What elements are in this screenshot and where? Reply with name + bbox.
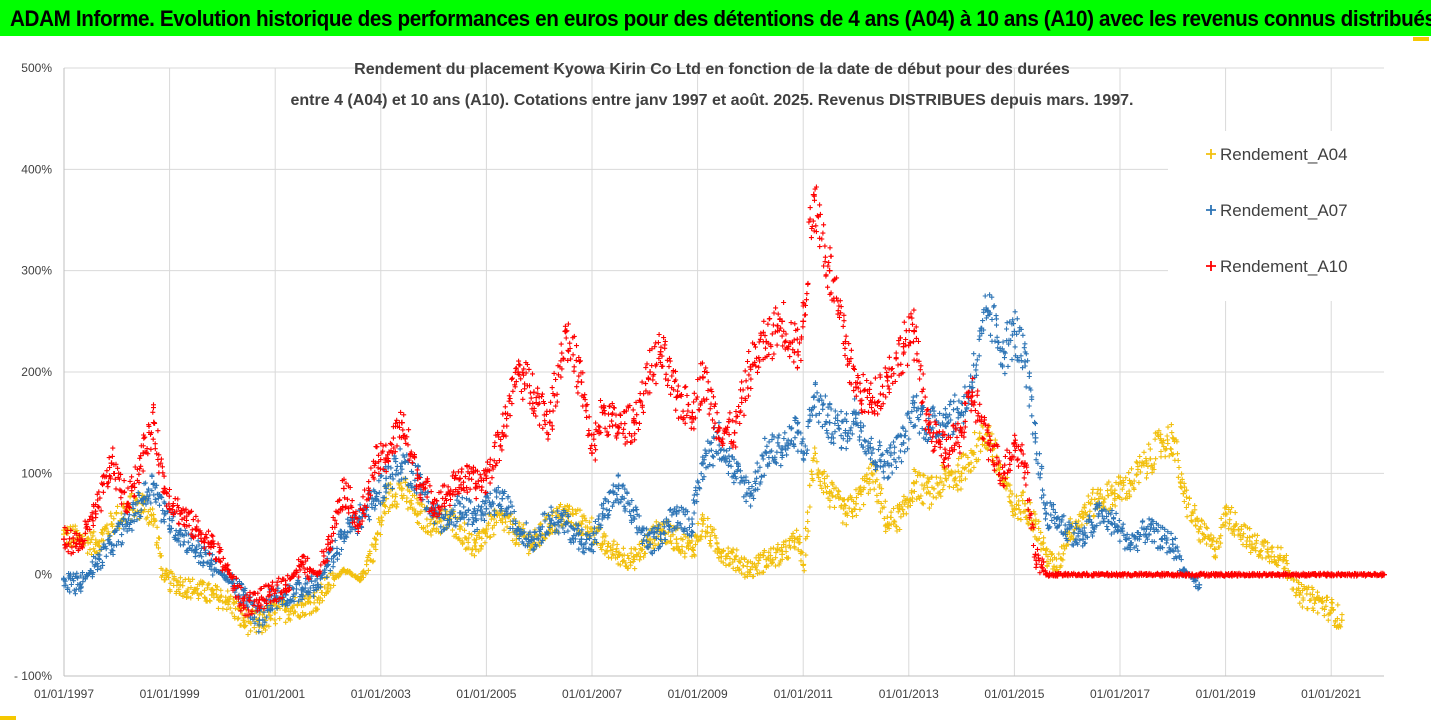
- chart-title-line-1: Rendement du placement Kyowa Kirin Co Lt…: [354, 61, 1070, 78]
- series-Rendement_A04: [61, 422, 1345, 637]
- data-point: [647, 369, 654, 375]
- data-point: [826, 267, 833, 274]
- data-point: [826, 419, 833, 426]
- x-tick-label: 01/01/2009: [668, 687, 728, 701]
- series-marks: [61, 184, 1387, 637]
- y-tick-label: 400%: [21, 162, 52, 176]
- x-tick-label: 01/01/2021: [1301, 687, 1361, 701]
- chart-title-line-2: entre 4 (A04) et 10 ans (A10). Cotations…: [291, 92, 1134, 109]
- data-point: [715, 546, 722, 553]
- data-point: [1011, 328, 1018, 335]
- legend-label: Rendement_A07: [1220, 201, 1348, 220]
- data-point: [657, 531, 664, 538]
- data-point: [1212, 546, 1219, 553]
- data-point: [430, 500, 437, 507]
- legend-marker: [1206, 149, 1216, 159]
- data-point: [800, 318, 807, 325]
- data-point: [340, 485, 347, 492]
- legend: Rendement_A04 Rendement_A07 Rendement_A10: [1168, 131, 1384, 301]
- data-point: [958, 470, 965, 477]
- data-point: [150, 480, 157, 487]
- legend-marker: [1206, 261, 1216, 271]
- y-tick-label: 200%: [21, 365, 52, 379]
- frame-corner-accent: [1413, 37, 1429, 41]
- legend-label: Rendement_A10: [1220, 257, 1348, 276]
- data-point: [1338, 617, 1345, 624]
- x-tick-label: 01/01/2017: [1090, 687, 1150, 701]
- data-point: [499, 495, 506, 502]
- x-tick-label: 01/01/2007: [562, 687, 622, 701]
- legend-background: [1168, 131, 1384, 301]
- performance-chart: 500%400%300%200%100%0%- 100% 01/01/1997 0…: [14, 61, 1387, 701]
- data-point: [530, 389, 537, 396]
- data-point: [1169, 541, 1176, 548]
- data-point: [1169, 434, 1176, 441]
- data-point: [457, 475, 463, 482]
- y-axis-ticks: 500% 400% 300% 200% 100% 0% - 100%: [14, 61, 52, 683]
- y-tick-label: 300%: [21, 264, 52, 278]
- y-tick-label: 0%: [35, 568, 53, 582]
- data-point: [911, 404, 918, 411]
- data-point: [1080, 536, 1087, 543]
- x-tick-label: 01/01/1997: [34, 687, 94, 701]
- data-point: [731, 429, 738, 436]
- data-point: [1032, 551, 1039, 558]
- x-tick-label: 01/01/2015: [984, 687, 1044, 701]
- series-mark-cloud: [62, 184, 1386, 618]
- frame-corner-accent-bottom: [0, 716, 16, 720]
- title-banner: [0, 0, 1431, 36]
- x-tick-label: 01/01/1999: [140, 687, 200, 701]
- data-point: [689, 521, 696, 527]
- data-point: [1021, 500, 1028, 507]
- x-tick-label: 01/01/2005: [456, 687, 516, 701]
- data-point: [747, 566, 754, 573]
- series-Rendement_A07: [61, 292, 1203, 635]
- x-tick-label: 01/01/2013: [879, 687, 939, 701]
- data-point: [699, 521, 706, 527]
- x-tick-label: 01/01/2019: [1196, 687, 1256, 701]
- report-title: ADAM Informe. Evolution historique des p…: [10, 6, 1431, 31]
- x-tick-label: 01/01/2003: [351, 687, 411, 701]
- series-Rendement_A10: [61, 184, 1387, 618]
- data-point: [61, 536, 67, 543]
- y-tick-label: 500%: [21, 61, 52, 75]
- legend-marker: [1206, 205, 1216, 215]
- series-mark-cloud: [61, 292, 1202, 635]
- x-tick-label: 01/01/2001: [245, 687, 305, 701]
- y-tick-label: - 100%: [14, 669, 52, 683]
- data-point: [673, 394, 680, 401]
- legend-label: Rendement_A04: [1220, 145, 1348, 164]
- data-point: [383, 475, 390, 482]
- data-point: [398, 460, 405, 467]
- data-point: [731, 470, 738, 477]
- data-point: [794, 536, 801, 543]
- data-point: [884, 460, 891, 467]
- data-point: [483, 505, 490, 512]
- data-point: [868, 450, 875, 457]
- x-tick-label: 01/01/2011: [774, 687, 833, 701]
- data-point: [372, 541, 379, 548]
- data-point: [150, 419, 157, 426]
- x-axis-ticks: 01/01/1997 01/01/1999 01/01/2001 01/01/2003…: [34, 687, 1362, 701]
- data-point: [1000, 348, 1007, 355]
- y-tick-label: 100%: [21, 466, 52, 480]
- data-point: [942, 450, 949, 457]
